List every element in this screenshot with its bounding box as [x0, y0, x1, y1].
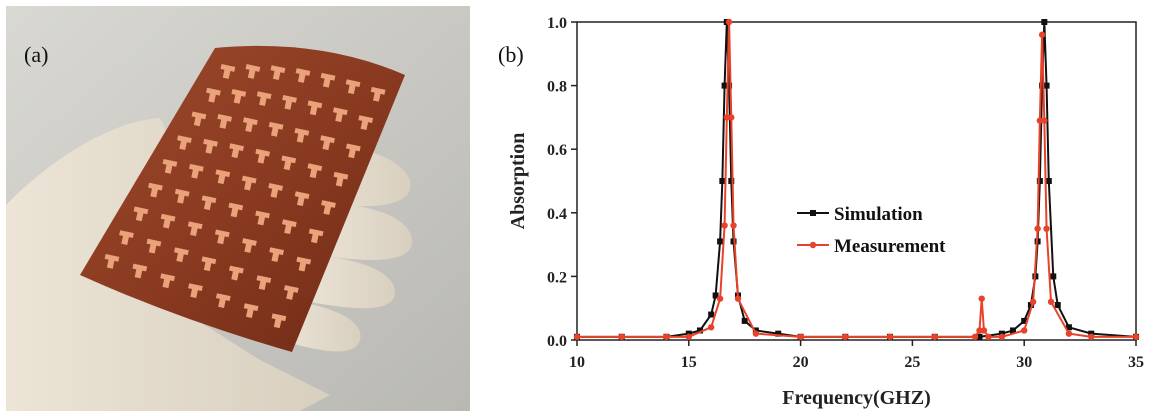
data-point	[1041, 117, 1047, 123]
data-point	[717, 295, 723, 301]
y-tick-label: 1.0	[547, 15, 567, 32]
data-point	[1043, 226, 1049, 232]
panel-label: (b)	[498, 42, 524, 67]
data-point	[717, 238, 723, 244]
data-point	[842, 334, 848, 340]
y-tick-label: 0.4	[547, 206, 567, 223]
data-point	[663, 334, 669, 340]
data-point	[721, 222, 727, 228]
legend-label: Simulation	[834, 204, 923, 225]
x-axis-label: Frequency(GHZ)	[782, 387, 931, 409]
y-tick-label: 0.0	[547, 333, 567, 350]
panel-label: (a)	[24, 42, 48, 67]
y-tick-label: 0.2	[547, 269, 567, 286]
data-point	[979, 295, 985, 301]
x-tick-label: 35	[1128, 354, 1144, 371]
page: {"photo": {"label": "(a)"}, "chart_data"…	[0, 0, 1154, 411]
legend: Simulation Measurement	[797, 204, 946, 257]
series-line	[577, 22, 1136, 337]
data-point	[619, 334, 625, 340]
data-point	[981, 327, 987, 333]
chart: (b) 0.0 0.2 0.4 0.6 0.8 1.0 10 15 20 25 30 35 Frequen…	[498, 15, 1144, 409]
data-point	[708, 312, 714, 318]
data-point	[1088, 334, 1094, 340]
legend-label: Measurement	[834, 236, 946, 257]
x-tick-label: 20	[793, 354, 809, 371]
data-point	[999, 334, 1005, 340]
x-tick-label: 10	[569, 354, 585, 371]
data-point	[1066, 330, 1072, 336]
data-point	[1039, 32, 1045, 38]
data-point	[726, 19, 732, 25]
data-point	[1034, 226, 1040, 232]
data-point	[719, 178, 725, 184]
data-point	[797, 334, 803, 340]
x-tick-label: 15	[681, 354, 697, 371]
data-point	[742, 318, 748, 324]
data-point	[686, 334, 692, 340]
data-point	[708, 324, 714, 330]
figure: (a) (b) 0.0 0.2 0.4 0.6 0.8 1.0 10 15 20 25 30 35 Fre…	[0, 0, 1154, 411]
y-tick-label: 0.6	[547, 142, 567, 159]
x-tick-label: 25	[904, 354, 920, 371]
data-point	[1030, 299, 1036, 305]
legend-marker	[810, 242, 816, 248]
data-point	[753, 330, 759, 336]
data-point	[972, 334, 978, 340]
data-point	[1133, 334, 1139, 340]
data-point	[1048, 299, 1054, 305]
data-point	[1046, 178, 1052, 184]
photo: (a)	[6, 6, 470, 411]
plot-frame	[577, 22, 1136, 340]
data-point	[1050, 273, 1056, 279]
x-tick-label: 30	[1016, 354, 1032, 371]
data-point	[1021, 327, 1027, 333]
data-point	[1041, 19, 1047, 25]
series-line	[577, 22, 1136, 337]
y-axis-label: Absorption	[507, 133, 529, 230]
data-point	[735, 295, 741, 301]
data-point	[574, 334, 580, 340]
data-point	[730, 222, 736, 228]
data-point	[887, 334, 893, 340]
y-tick-label: 0.8	[547, 79, 567, 96]
data-point	[728, 114, 734, 120]
data-point	[932, 334, 938, 340]
data-point	[985, 334, 991, 340]
data-point	[1055, 302, 1061, 308]
legend-marker	[810, 210, 816, 216]
